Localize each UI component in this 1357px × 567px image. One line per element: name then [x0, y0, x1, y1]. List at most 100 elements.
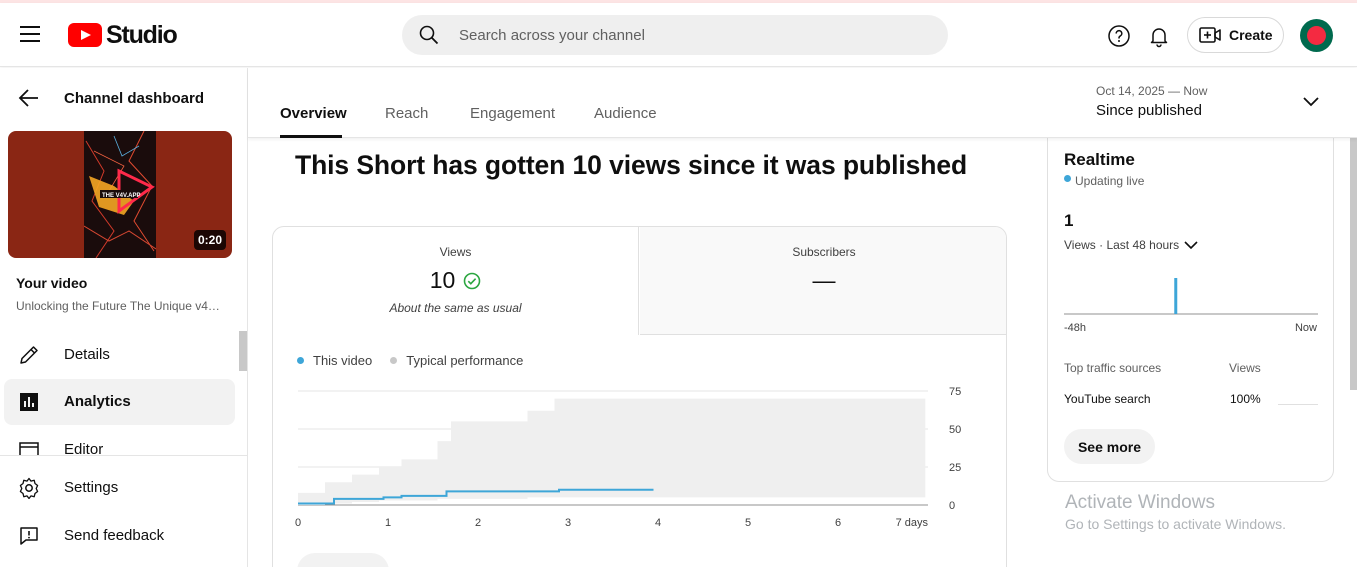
- tab-reach[interactable]: Reach: [385, 105, 429, 122]
- tab-audience[interactable]: Audience: [594, 105, 657, 122]
- create-label: Create: [1229, 27, 1273, 43]
- create-button[interactable]: Create: [1187, 17, 1284, 53]
- video-title: Unlocking the Future The Unique v4…: [16, 299, 220, 313]
- traffic-source-bar: [1278, 404, 1318, 405]
- sidebar-item-label: Details: [64, 346, 110, 363]
- chart-legend: This video Typical performance: [297, 353, 523, 368]
- realtime-axis-end: Now: [1294, 322, 1317, 334]
- y-tick-label: 0: [949, 500, 955, 512]
- metric-comparison: About the same as usual: [389, 301, 522, 315]
- page-scrollbar[interactable]: [1350, 115, 1357, 390]
- legend-dot: [297, 357, 304, 364]
- see-more-button[interactable]: [297, 553, 389, 567]
- studio-logo[interactable]: Studio: [68, 20, 178, 49]
- realtime-status: Updating live: [1064, 174, 1144, 188]
- svg-text:THE V4V.APP: THE V4V.APP: [102, 193, 140, 199]
- x-tick-label: 6: [835, 517, 841, 529]
- this-video-line: [298, 488, 654, 505]
- overview-card: Views 10 About the same as usual Subscri…: [272, 226, 1007, 567]
- sidebar-item-label: Settings: [64, 479, 119, 496]
- search-input[interactable]: [459, 15, 929, 55]
- realtime-bar-chart: [1064, 278, 1318, 315]
- sidebar: Channel dashboard THE V4V.APP 0:20 Your …: [0, 68, 248, 567]
- traffic-sources-header: Top traffic sources: [1064, 361, 1162, 375]
- realtime-title: Realtime: [1064, 150, 1135, 169]
- x-tick-label: 7 days: [896, 517, 929, 529]
- metric-label: Views: [439, 245, 472, 259]
- active-tab-indicator: [280, 135, 342, 138]
- subscribers-metric-tab[interactable]: Subscribers —: [640, 227, 1006, 335]
- feedback-icon: [20, 527, 38, 545]
- video-duration-badge: 0:20: [193, 230, 226, 250]
- sidebar-bottom: Settings Send feedback: [0, 455, 247, 567]
- sidebar-item-settings[interactable]: Settings: [4, 465, 235, 511]
- sidebar-item-label: Editor: [64, 441, 104, 458]
- x-tick-label: 3: [565, 517, 571, 529]
- legend-typical-performance: Typical performance: [390, 353, 523, 368]
- y-tick-label: 75: [949, 386, 961, 398]
- sidebar-item-label: Analytics: [64, 393, 131, 410]
- date-range-label: Since published: [1096, 102, 1202, 119]
- search-icon: [419, 25, 439, 45]
- top-header: Studio Create: [0, 3, 1357, 67]
- x-tick-label: 4: [655, 517, 661, 529]
- x-tick-label: 2: [475, 517, 481, 529]
- see-more-button[interactable]: See more: [1064, 429, 1155, 464]
- typical-performance-band: [298, 398, 926, 505]
- chevron-down-icon: [1184, 241, 1198, 250]
- video-thumbnail[interactable]: THE V4V.APP 0:20: [8, 131, 232, 258]
- top-accent-line: [0, 0, 1357, 3]
- check-circle-icon: [463, 272, 481, 289]
- analytics-icon: [20, 393, 38, 411]
- channel-dashboard-link[interactable]: Channel dashboard: [0, 80, 247, 116]
- thumbnail-artwork: THE V4V.APP: [84, 131, 156, 258]
- realtime-axis-start: -48h: [1064, 322, 1087, 334]
- logo-text: Studio: [106, 20, 178, 49]
- chevron-down-icon[interactable]: [1302, 96, 1320, 108]
- analytics-tabs-bar: Overview Reach Engagement Audience Oct 1…: [248, 68, 1357, 138]
- back-arrow-icon: [18, 89, 38, 107]
- sidebar-item-analytics[interactable]: Analytics: [4, 379, 235, 425]
- x-tick-label: 0: [295, 517, 301, 529]
- metric-value: —: [812, 267, 836, 293]
- metric-value: 10: [429, 267, 456, 293]
- date-range-dates: Oct 14, 2025 — Now: [1096, 84, 1208, 98]
- create-video-icon: [1199, 27, 1221, 43]
- date-range-selector[interactable]: Oct 14, 2025 — Now Since published: [1096, 82, 1326, 124]
- youtube-logo-icon: [68, 23, 102, 47]
- page-title: This Short has gotten 10 views since it …: [295, 150, 968, 180]
- legend-dot: [390, 357, 398, 364]
- help-icon[interactable]: [1107, 24, 1131, 48]
- sidebar-item-send-feedback[interactable]: Send feedback: [4, 513, 235, 559]
- y-tick-label: 25: [949, 462, 961, 474]
- menu-icon[interactable]: [20, 26, 40, 42]
- tab-engagement[interactable]: Engagement: [470, 105, 556, 122]
- avatar[interactable]: [1300, 19, 1333, 52]
- sidebar-scrollbar[interactable]: [239, 331, 247, 371]
- views-metric-tab[interactable]: Views 10 About the same as usual: [273, 227, 639, 335]
- traffic-views-header: Views: [1229, 361, 1261, 375]
- live-dot: [1064, 174, 1071, 182]
- legend-this-video: This video: [297, 353, 372, 368]
- realtime-bar: [1174, 278, 1178, 314]
- realtime-period-selector[interactable]: Views · Last 48 hours: [1064, 238, 1199, 252]
- windows-activation-watermark: Activate Windows Go to Settings to activ…: [1065, 492, 1286, 532]
- realtime-card: Realtime Updating live 1 Views · Last 48…: [1047, 138, 1334, 482]
- gear-icon: [19, 477, 39, 499]
- bell-icon[interactable]: [1147, 24, 1171, 48]
- traffic-source-name: YouTube search: [1064, 392, 1151, 406]
- y-tick-label: 50: [949, 424, 961, 436]
- channel-dashboard-label: Channel dashboard: [64, 90, 205, 107]
- realtime-count: 1: [1064, 211, 1074, 230]
- traffic-source-percent: 100%: [1230, 392, 1261, 406]
- sidebar-item-details[interactable]: Details: [4, 332, 235, 378]
- x-tick-label: 1: [385, 517, 391, 529]
- sidebar-item-label: Send feedback: [64, 527, 165, 544]
- your-video-heading: Your video: [16, 275, 88, 291]
- pencil-icon: [20, 346, 38, 364]
- tab-overview[interactable]: Overview: [280, 105, 347, 122]
- metric-label: Subscribers: [792, 245, 856, 259]
- views-chart: 0 1 2 3 4 5 6 7 days 75 50 25 0: [295, 386, 961, 529]
- search-bar[interactable]: [402, 15, 948, 55]
- x-tick-label: 5: [745, 517, 751, 529]
